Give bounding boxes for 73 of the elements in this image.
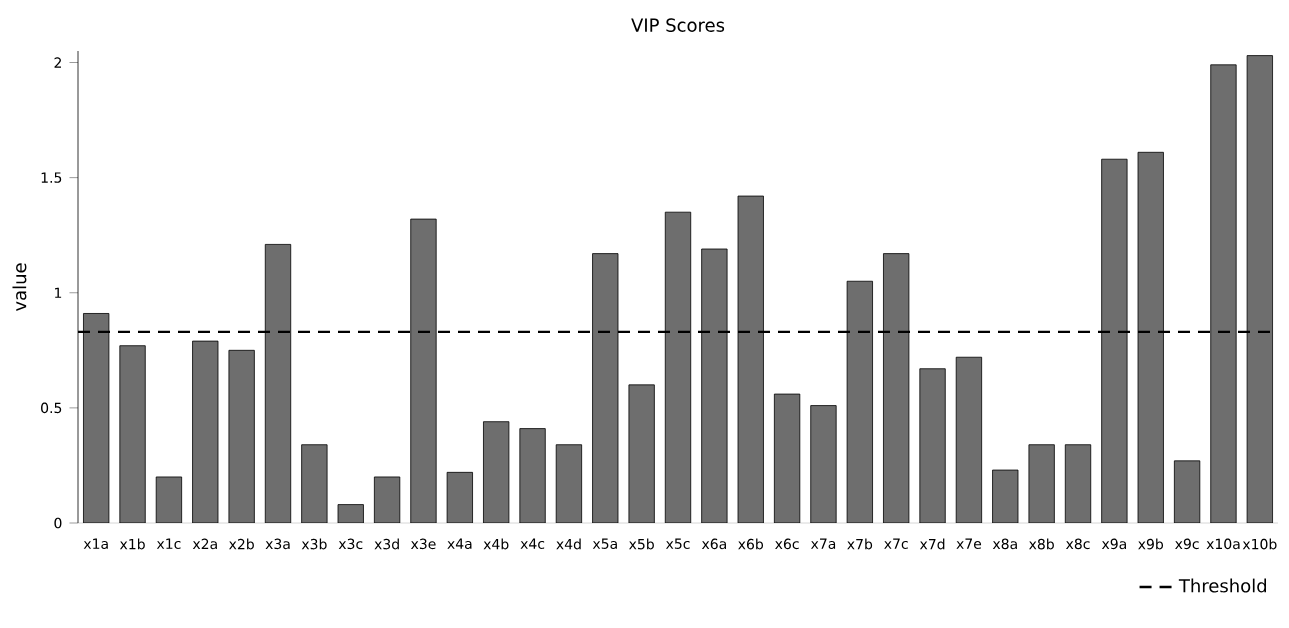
x-tick-label: x3b xyxy=(301,538,327,550)
x-tick-label: x5c xyxy=(665,538,690,549)
bar xyxy=(119,345,146,523)
x-tick-label: x6c xyxy=(775,538,799,550)
bar xyxy=(446,471,473,523)
bar xyxy=(664,211,692,523)
bar xyxy=(737,195,764,523)
x-tick-label: x3a xyxy=(265,538,290,550)
x-tick-label: x5a xyxy=(592,538,617,549)
bar xyxy=(919,368,946,523)
bar xyxy=(1137,151,1164,523)
x-tick-label: x6b xyxy=(738,538,764,550)
y-tick-label: 1 xyxy=(55,287,62,298)
x-tick-label: x7e xyxy=(956,538,982,549)
bar xyxy=(1101,158,1128,523)
x-tick-label: x4c xyxy=(520,538,545,549)
bar xyxy=(192,340,219,523)
x-tick-label: x7d xyxy=(919,538,945,550)
bar xyxy=(301,444,328,523)
x-tick-label: x8b xyxy=(1029,538,1054,550)
bar xyxy=(773,393,801,523)
bar xyxy=(955,356,983,523)
bar xyxy=(1028,444,1055,523)
bar xyxy=(1210,64,1237,523)
x-tick-label: x8c xyxy=(1065,538,1090,550)
x-tick-label: x8a xyxy=(992,538,1017,550)
y-tick-label: 2 xyxy=(54,57,61,68)
bar xyxy=(701,248,728,523)
bar xyxy=(519,428,546,523)
x-tick-label: x4b xyxy=(483,538,509,550)
x-tick-label: x10b xyxy=(1242,538,1277,550)
x-tick-label: x7b xyxy=(847,538,873,550)
bar xyxy=(264,244,292,523)
bar xyxy=(373,476,401,523)
bar xyxy=(228,349,255,523)
bar xyxy=(846,280,873,523)
x-tick-label: x2a xyxy=(192,538,217,550)
y-tick-label: 1.5 xyxy=(41,172,62,183)
x-tick-label: x4d xyxy=(556,538,581,550)
x-tick-label: x9a xyxy=(1101,538,1126,550)
bar xyxy=(1173,460,1201,523)
x-tick-label: x1a xyxy=(83,538,108,549)
bar xyxy=(810,405,837,523)
chart-title: VIP Scores xyxy=(631,18,725,32)
y-tick-label: 0 xyxy=(54,517,62,529)
x-tick-label: x6a xyxy=(701,538,726,550)
bar xyxy=(83,313,110,523)
x-tick-label: x9c xyxy=(1175,538,1199,550)
x-tick-label: x3e xyxy=(410,538,436,550)
x-tick-label: x4a xyxy=(447,538,472,549)
bar xyxy=(1064,444,1092,523)
x-tick-label: x10a xyxy=(1206,538,1240,550)
x-tick-label: x9b xyxy=(1138,538,1164,550)
x-tick-label: x5b xyxy=(629,538,654,550)
legend-label: Threshold xyxy=(1178,578,1266,593)
y-tick-label: 0.5 xyxy=(41,402,62,414)
x-tick-label: x3c xyxy=(338,538,363,550)
x-tick-label: x3d xyxy=(374,538,399,550)
bar xyxy=(483,421,510,523)
bar xyxy=(592,253,619,523)
x-tick-label: x1b xyxy=(119,538,145,550)
bar xyxy=(883,253,910,523)
bar xyxy=(555,444,583,523)
x-tick-label: x1c xyxy=(156,538,181,549)
bar xyxy=(1246,55,1273,523)
bar xyxy=(992,469,1019,523)
bar xyxy=(628,384,655,523)
bar xyxy=(155,476,183,523)
y-axis-title: value xyxy=(12,263,27,312)
bar xyxy=(410,218,437,523)
x-tick-label: x7c xyxy=(884,538,908,549)
x-tick-label: x7a xyxy=(810,538,836,549)
x-tick-label: x2b xyxy=(229,538,254,550)
